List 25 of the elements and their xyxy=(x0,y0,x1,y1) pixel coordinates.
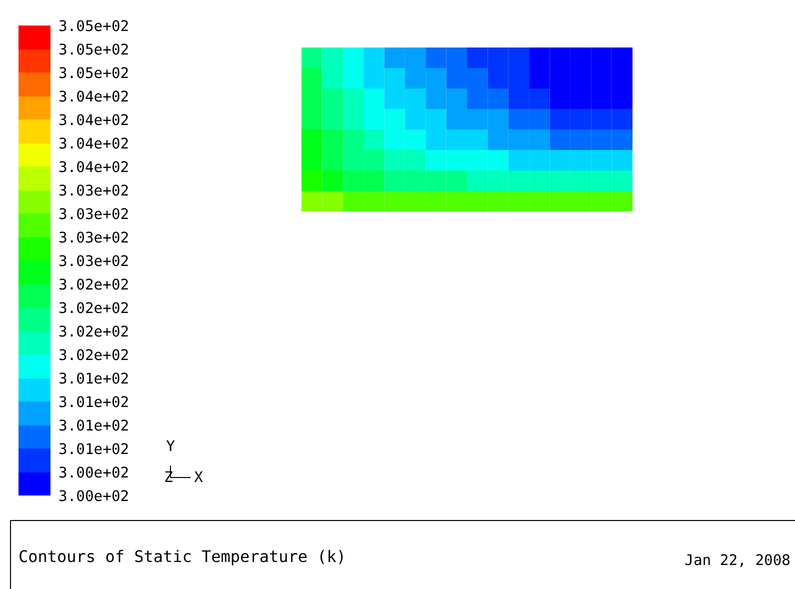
color-bar-label: 3.02e+02 xyxy=(58,300,130,317)
color-bar-label: 3.02e+02 xyxy=(58,324,130,340)
color-bar-label: 3.03e+02 xyxy=(58,230,130,246)
text: Jan 22, 2008 xyxy=(684,552,791,569)
color-bar-label: 3.02e+02 xyxy=(58,347,130,364)
color-bar-label: 3.04e+02 xyxy=(58,136,130,152)
color-bar-label: 3.05e+02 xyxy=(58,42,130,58)
color-bar-label: 3.01e+02 xyxy=(58,441,130,458)
color-bar-label: 3.01e+02 xyxy=(58,370,130,388)
color-bar-label: 3.03e+02 xyxy=(58,253,130,270)
color-bar-label: 3.05e+02 xyxy=(58,65,130,82)
color-bar-label: 3.01e+02 xyxy=(58,394,130,411)
color-bar-label: 3.04e+02 xyxy=(58,112,130,129)
text: Contours of Static Temperature (k) xyxy=(18,547,346,566)
color-bar-label: 3.01e+02 xyxy=(58,418,130,434)
color-bar-label: 3.03e+02 xyxy=(58,182,130,200)
color-bar-label: 3.04e+02 xyxy=(58,88,130,106)
color-bar-label: 3.03e+02 xyxy=(58,206,130,223)
color-bar-label: 3.00e+02 xyxy=(58,488,130,505)
color-bar-label: 3.04e+02 xyxy=(58,159,130,176)
color-bar-label: 3.00e+02 xyxy=(58,464,130,482)
color-bar-label: 3.02e+02 xyxy=(58,276,130,294)
text: X xyxy=(194,469,204,486)
color-bar-label: 3.05e+02 xyxy=(58,18,130,35)
text: Y xyxy=(166,438,176,455)
